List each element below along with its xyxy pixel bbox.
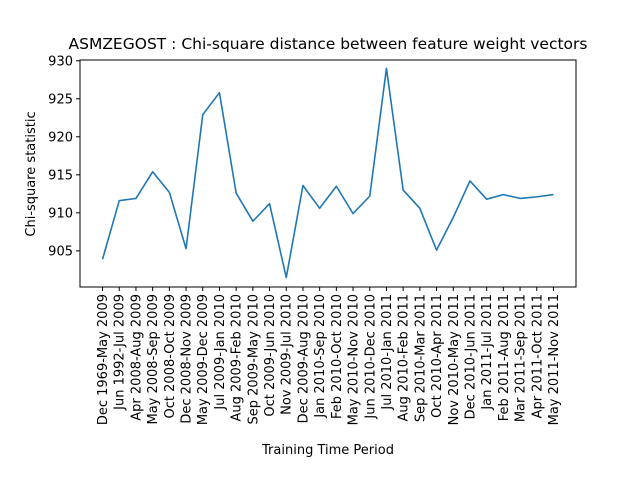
x-tick-label: Dec 1969-May 2009 — [96, 294, 111, 425]
x-tick-label: Feb 2011-Aug 2011 — [497, 294, 512, 421]
x-tick-label: Sep 2010-Mar 2011 — [413, 294, 428, 422]
line — [101, 67, 554, 279]
y-axis-label: Chi-square statistic — [24, 111, 39, 236]
chart-title: ASMZEGOST : Chi-square distance between … — [69, 35, 588, 53]
x-tick-label: Nov 2009-Jul 2010 — [280, 294, 295, 415]
x-tick-label: May 2011-Nov 2011 — [547, 294, 562, 425]
x-tick-label: May 2009-Dec 2009 — [196, 294, 211, 425]
x-tick-label: Apr 2008-Aug 2009 — [129, 294, 144, 421]
x-tick-label: Oct 2010-Apr 2011 — [430, 294, 445, 418]
x-tick-label: Dec 2010-Jun 2011 — [463, 294, 478, 419]
x-tick-label: Nov 2010-May 2011 — [447, 294, 462, 425]
x-tick-label: Jul 2009-Jan 2010 — [213, 294, 228, 411]
x-tick-label: May 2010-Nov 2010 — [347, 294, 362, 425]
x-tick-label: Jul 2010-Jan 2011 — [380, 294, 395, 411]
x-tick-label: Oct 2009-Jun 2010 — [263, 294, 278, 417]
x-tick-label: Apr 2011-Oct 2011 — [530, 294, 545, 418]
x-tick-label: May 2008-Sep 2009 — [146, 294, 161, 425]
y-tick-label: 920 — [48, 130, 73, 145]
x-tick-label: Aug 2010-Feb 2011 — [397, 294, 412, 422]
x-tick-label: Feb 2010-Oct 2010 — [330, 294, 345, 419]
x-tick-label: Jan 2011-Jul 2011 — [480, 294, 495, 411]
y-tick-label: 905 — [48, 244, 73, 259]
y-tick-label: 910 — [48, 206, 73, 221]
x-tick-label: Jun 1992-Jul 2009 — [113, 294, 128, 411]
x-tick-label: Dec 2008-Nov 2009 — [180, 294, 195, 424]
y-tick-label: 925 — [48, 92, 73, 107]
plot-frame — [79, 59, 577, 288]
y-tick-label: 930 — [48, 54, 73, 69]
x-tick-label: Aug 2009-Feb 2010 — [230, 294, 245, 422]
x-axis-label: Training Time Period — [261, 443, 394, 458]
x-tick-label: Jun 2010-Dec 2010 — [363, 294, 378, 420]
x-tick-label: Dec 2009-Aug 2010 — [296, 294, 311, 423]
x-tick-label: Mar 2011-Sep 2011 — [514, 294, 529, 422]
y-tick-label: 915 — [48, 168, 73, 183]
x-tick-label: Oct 2008-Oct 2009 — [163, 294, 178, 418]
x-tick-label: Sep 2009-May 2010 — [246, 294, 261, 425]
x-tick-label: Jan 2010-Sep 2010 — [313, 294, 328, 419]
